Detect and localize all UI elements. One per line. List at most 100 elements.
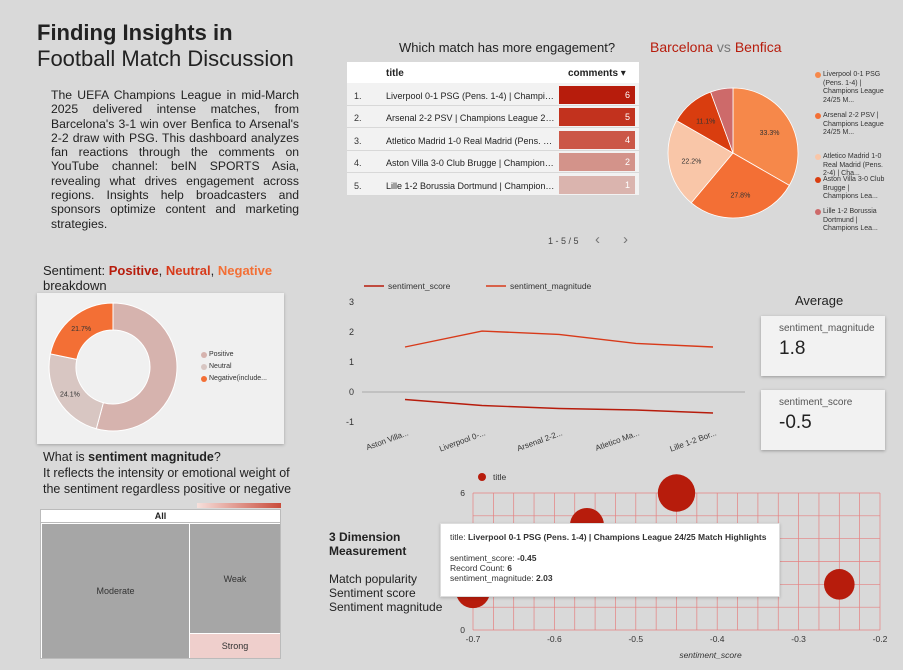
legend-swatch xyxy=(815,154,821,160)
dimension-line1: Match popularity xyxy=(329,572,418,586)
avg-score-label: sentiment_score xyxy=(779,397,853,408)
dimension-line2: Sentiment score xyxy=(329,586,416,600)
engagement-pie-legend: Liverpool 0-1 PSG (Pens. 1-4) | Champion… xyxy=(815,71,895,241)
row-number: 5. xyxy=(354,180,362,191)
table-row[interactable]: 2. Arsenal 2-2 PSV | Champions League 24… xyxy=(347,106,639,129)
donut-data-label: 21.7% xyxy=(71,326,91,333)
legend-item[interactable]: Atletico Madrid 1-0 Real Madrid (Pens. 2… xyxy=(815,153,885,179)
y-tick-label: -1 xyxy=(346,417,354,427)
vs-label: vs xyxy=(713,39,735,55)
pie-data-label: 33.3% xyxy=(760,130,780,137)
legend-label: Negative(include... xyxy=(209,375,267,382)
table-row[interactable]: 4. Aston Villa 3-0 Club Brugge | Champio… xyxy=(347,151,639,174)
dimension-line3: Sentiment magnitude xyxy=(329,600,443,614)
column-header-comments[interactable]: comments ▾ xyxy=(568,68,626,79)
row-title: Aston Villa 3-0 Club Brugge | Champions … xyxy=(386,158,556,169)
legend-label: Aston Villa 3-0 Club Brugge | Champions … xyxy=(823,176,885,200)
legend-swatch xyxy=(815,177,821,183)
avg-score-value: -0.5 xyxy=(779,412,812,433)
row-comments: 4 xyxy=(559,130,635,149)
dimension-heading: 3 Dimension Measurement xyxy=(329,530,406,558)
team2-label: Benfica xyxy=(734,39,782,55)
legend-swatch xyxy=(201,352,207,358)
magnitude-line2: the sentiment regardless positive or neg… xyxy=(43,482,292,496)
x-tick-label: -0.7 xyxy=(466,634,481,644)
row-number: 4. xyxy=(354,158,362,169)
engagement-table: title comments ▾ 1. Liverpool 0-1 PSG (P… xyxy=(347,62,639,196)
engagement-question: Which match has more engagement? xyxy=(399,40,616,55)
y-tick-label: 6 xyxy=(460,488,465,498)
magnitude-q-prefix: What is xyxy=(43,450,89,464)
table-row[interactable]: 3. Atletico Madrid 1-0 Real Madrid (Pens… xyxy=(347,129,639,151)
chart-tooltip: title: Liverpool 0-1 PSG (Pens. 1-4) | C… xyxy=(440,523,780,597)
row-title: Arsenal 2-2 PSV | Champions League 24/25… xyxy=(386,113,556,124)
legend-label: Positive xyxy=(209,351,234,358)
sentiment-prefix: Sentiment: xyxy=(43,263,109,278)
tooltip-value: 6 xyxy=(507,563,512,573)
tooltip-label: Record Count: xyxy=(450,563,505,573)
pie-slice[interactable] xyxy=(667,120,734,204)
table-pagination: 1 - 5 / 5 xyxy=(548,236,579,246)
dimension-heading1: 3 Dimension xyxy=(329,530,401,544)
engagement-pie-chart: 33.3% 27.8% 22.2% 11.1% xyxy=(667,87,799,219)
sentiment-suffix: breakdown xyxy=(43,278,107,293)
donut-legend-item[interactable]: Positive xyxy=(201,351,234,360)
table-row[interactable]: 5. Lille 1-2 Borussia Dortmund | Champio… xyxy=(347,174,639,196)
row-title: Lille 1-2 Borussia Dortmund | Champions … xyxy=(386,180,556,191)
treemap-cell[interactable]: Moderate xyxy=(42,524,189,658)
legend-item[interactable]: Arsenal 2-2 PSV | Champions League 24/25… xyxy=(815,112,885,138)
legend-label: Neutral xyxy=(209,363,232,370)
x-tick-label: Lille 1-2 Bor... xyxy=(669,428,718,453)
line-legend-label: sentiment_magnitude xyxy=(510,281,592,291)
bubble[interactable] xyxy=(657,474,696,512)
row-number: 1. xyxy=(354,91,362,101)
bubble[interactable] xyxy=(824,569,855,600)
x-tick-label: -0.6 xyxy=(547,634,562,644)
legend-swatch xyxy=(815,113,821,119)
series-line[interactable] xyxy=(404,330,714,348)
donut-legend-item[interactable]: Negative(include... xyxy=(201,375,267,384)
x-tick-label: -0.3 xyxy=(791,634,806,644)
pie-data-label: 22.2% xyxy=(681,158,701,165)
legend-label: Atletico Madrid 1-0 Real Madrid (Pens. 2… xyxy=(823,153,883,177)
y-tick-label: 1 xyxy=(349,357,354,367)
treemap-cell[interactable]: Strong xyxy=(190,634,280,658)
next-page-icon[interactable]: › xyxy=(623,231,628,248)
page-title: Football Match Discussion xyxy=(37,46,294,71)
treemap-cell-label: Moderate xyxy=(96,586,135,596)
tooltip-label: sentiment_magnitude: xyxy=(450,573,534,583)
pie-slice[interactable] xyxy=(710,87,734,154)
sentiment-donut-card: 24.1% 21.7% Positive Neutral Negative(inclu… xyxy=(37,293,284,444)
avg-magnitude-label: sentiment_magnitude xyxy=(779,323,875,334)
prev-page-icon[interactable]: ‹ xyxy=(595,231,600,248)
treemap-color-scale xyxy=(197,503,281,508)
treemap-cell[interactable]: Weak xyxy=(190,524,280,633)
row-title: Atletico Madrid 1-0 Real Madrid (Pens. 2… xyxy=(386,135,556,146)
sentiment-sep: , xyxy=(158,263,166,278)
pie-data-label: 11.1% xyxy=(696,119,715,126)
legend-label: Lille 1-2 Borussia Dortmund | Champions … xyxy=(823,208,878,232)
x-tick-label: Arsenal 2-2... xyxy=(516,428,564,453)
donut-legend-item[interactable]: Neutral xyxy=(201,363,232,372)
legend-item[interactable]: Liverpool 0-1 PSG (Pens. 1-4) | Champion… xyxy=(815,71,885,105)
donut-slice[interactable] xyxy=(95,302,178,432)
pie-slice[interactable] xyxy=(690,152,790,219)
legend-item[interactable]: Aston Villa 3-0 Club Brugge | Champions … xyxy=(815,176,885,202)
positive-label: Positive xyxy=(108,263,159,278)
legend-item[interactable]: Lille 1-2 Borussia Dortmund | Champions … xyxy=(815,208,885,234)
legend-swatch xyxy=(815,209,821,215)
row-title: Liverpool 0-1 PSG (Pens. 1-4) | Champion… xyxy=(386,91,556,101)
y-tick-label: 2 xyxy=(349,327,354,337)
column-header-title[interactable]: title xyxy=(386,68,404,79)
sentiment-sep: , xyxy=(210,263,218,278)
table-row[interactable]: 1. Liverpool 0-1 PSG (Pens. 1-4) | Champ… xyxy=(347,84,639,106)
legend-swatch xyxy=(478,473,486,481)
magnitude-line1: It reflects the intensity or emotional w… xyxy=(43,466,290,480)
tooltip-value: -0.45 xyxy=(517,553,537,563)
series-line[interactable] xyxy=(404,398,714,414)
x-axis-label: sentiment_score xyxy=(679,650,742,660)
x-tick-label: -0.2 xyxy=(873,634,888,644)
donut-slice[interactable] xyxy=(49,302,114,360)
pie-slice[interactable] xyxy=(732,87,799,186)
magnitude-treemap: All Moderate Weak Strong xyxy=(40,509,281,659)
